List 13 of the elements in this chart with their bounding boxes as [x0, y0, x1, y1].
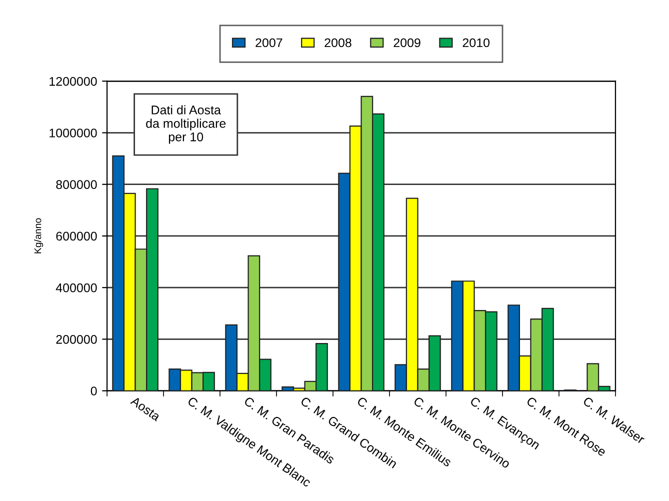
legend-label: 2007: [256, 38, 282, 48]
y-tick-label: 0: [90, 386, 97, 396]
y-tick-label: 200000: [56, 334, 97, 344]
legend-label: 2008: [324, 38, 352, 48]
y-tick-label: 1000000: [50, 128, 97, 138]
y-tick-label: 1200000: [50, 76, 97, 86]
y-tick-label: 800000: [56, 180, 97, 190]
legend-label: 2009: [394, 38, 420, 48]
annotation: Dati di Aosta da moltiplicare per 10: [146, 105, 226, 144]
y-tick-label: 400000: [56, 283, 97, 292]
legend-label: 2010: [462, 38, 490, 48]
y-axis-title: Kg/anno: [34, 218, 44, 254]
y-tick-label: 600000: [56, 232, 97, 241]
